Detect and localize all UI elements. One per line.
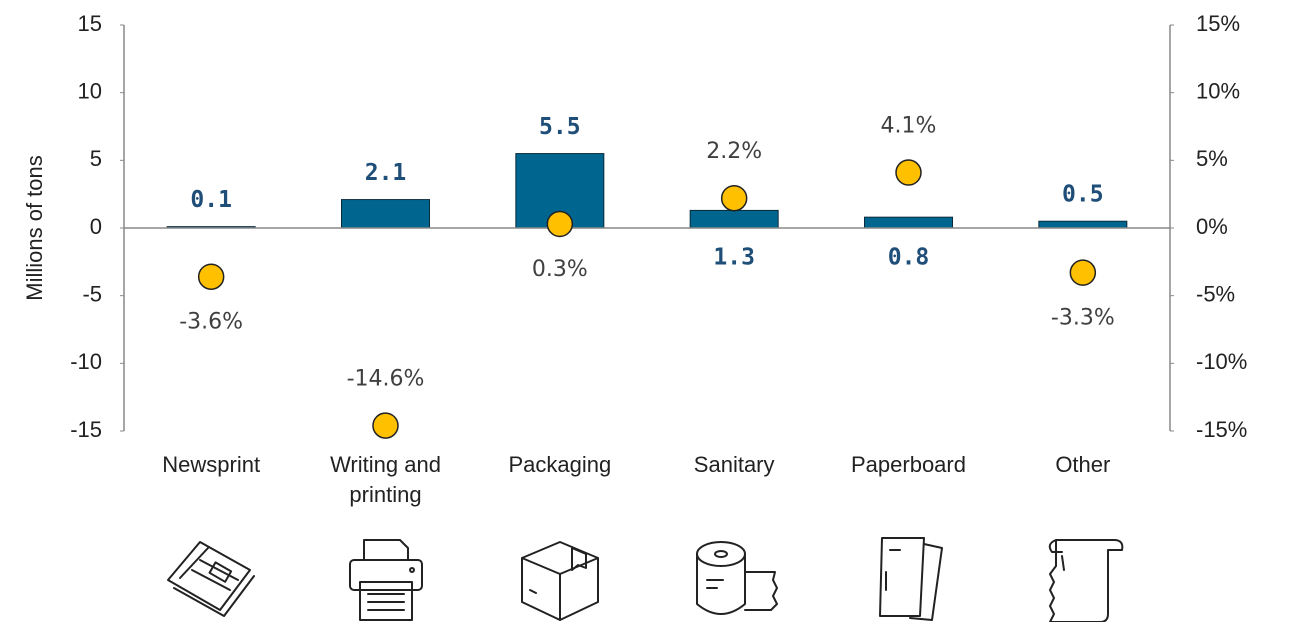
y2-tick-label: 15%	[1196, 11, 1240, 36]
bar	[1038, 220, 1128, 229]
y2-tick-label: 10%	[1196, 78, 1240, 103]
dot-value-label: 0.3%	[532, 257, 588, 282]
icon-printer	[349, 539, 423, 621]
y2-tick-label: 0%	[1196, 214, 1228, 239]
icon-scroll	[1048, 539, 1124, 622]
y2-tick-label: -5%	[1196, 281, 1235, 306]
bar-value-label: 5.5	[539, 114, 581, 140]
bar-value-label: 0.8	[888, 245, 930, 271]
x-tick-label: Sanitary	[693, 452, 775, 477]
bar-value-label: 0.5	[1062, 182, 1104, 208]
y2-tick-label: 5%	[1196, 146, 1228, 171]
x-tick-label: Other	[1055, 452, 1111, 477]
icon-toilet-paper	[696, 541, 778, 615]
dot	[1069, 259, 1097, 286]
y2-tick-label: -15%	[1196, 417, 1247, 442]
y2-tick-label: -10%	[1196, 349, 1247, 374]
x-tick-label: Paperboard	[851, 452, 966, 477]
x-tick-label: Newsprint	[162, 452, 261, 477]
bar	[341, 199, 430, 229]
y-tick-label: 15	[78, 11, 102, 36]
icon-box	[521, 541, 599, 621]
y-tick-label: 5	[90, 146, 102, 171]
dot	[895, 159, 922, 186]
icon-paperboard	[879, 537, 943, 621]
y-tick-label: 0	[90, 214, 102, 239]
y-tick-label: -15	[70, 417, 102, 442]
dot	[546, 210, 574, 238]
dot-value-label: 4.1%	[881, 114, 937, 139]
dot-value-label: -14.6%	[347, 367, 425, 392]
x-tick-label: Writing and printing	[330, 452, 441, 507]
bar-value-label: 2.1	[365, 160, 407, 186]
dot	[372, 412, 399, 439]
y-tick-label: 10	[78, 78, 102, 103]
bar	[864, 216, 953, 229]
bar-value-label: 0.1	[190, 187, 232, 213]
dot-value-label: 2.2%	[706, 139, 762, 164]
y-tick-label: -5	[82, 281, 102, 306]
icon-newspaper	[167, 541, 255, 617]
dot-value-label: -3.3%	[1051, 306, 1115, 331]
bar	[689, 209, 779, 229]
bar-value-label: 1.3	[713, 245, 755, 271]
dot	[720, 184, 748, 212]
y-axis-title: Millions of tons	[22, 155, 47, 301]
x-tick-label: Packaging	[508, 452, 612, 477]
dot	[197, 263, 225, 290]
dot-value-label: -3.6%	[179, 310, 243, 335]
y-tick-label: -10	[70, 349, 102, 374]
